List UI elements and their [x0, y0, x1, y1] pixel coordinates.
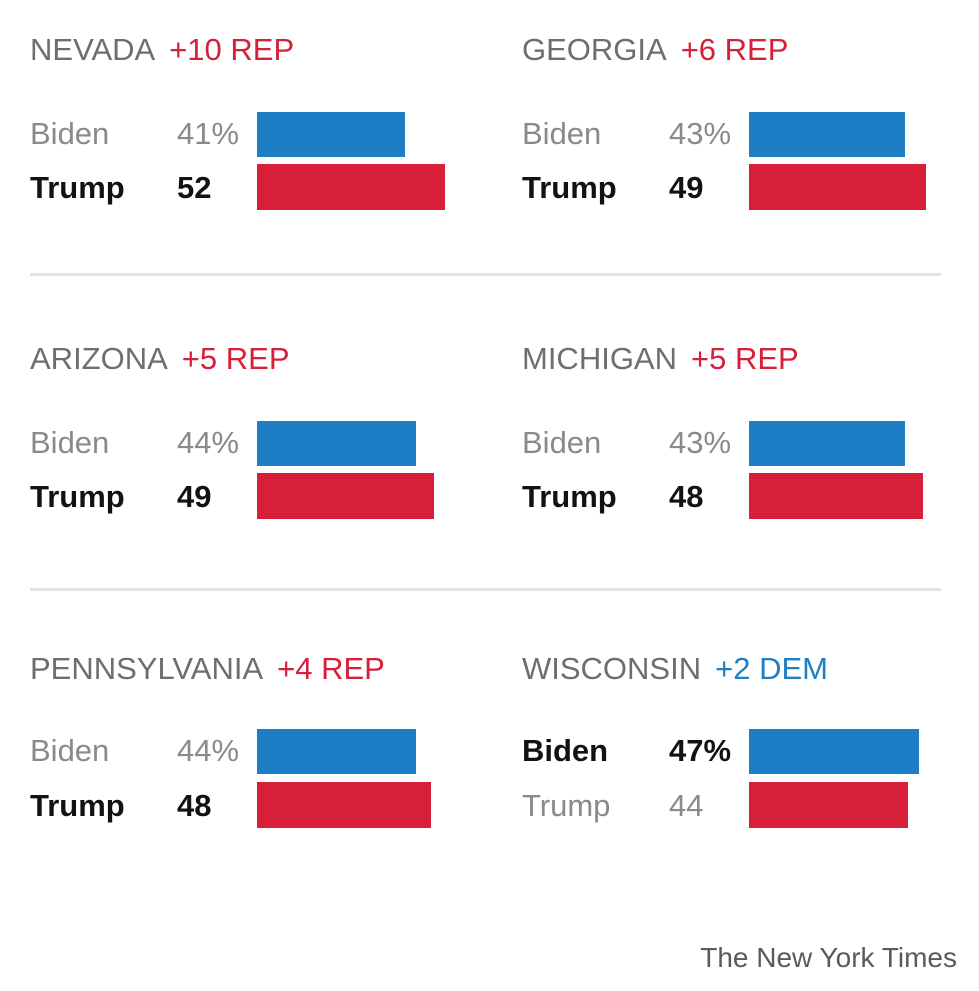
margin-label: +2 DEM [715, 651, 828, 686]
state-name: GEORGIA [522, 32, 667, 67]
candidate-name: Trump [30, 170, 125, 205]
row-biden: Biden 41% [30, 110, 470, 158]
row-trump: Trump 48 [522, 473, 962, 521]
bar-trump [749, 782, 908, 828]
poll-value: 49 [669, 170, 704, 205]
panel-title: ARIZONA +5 REP [30, 339, 290, 379]
margin-label: +5 REP [691, 341, 799, 376]
panel-georgia: GEORGIA +6 REP Biden 43% Trump 49 [522, 30, 962, 230]
poll-value: 48 [177, 788, 212, 823]
panel-title: GEORGIA +6 REP [522, 30, 788, 70]
poll-value: 44% [177, 733, 240, 768]
bar-trump [749, 164, 926, 210]
source-credit: The New York Times [700, 942, 957, 973]
row-trump: Trump 44 [522, 782, 962, 830]
bar-trump [257, 473, 434, 519]
margin-label: +5 REP [181, 341, 290, 376]
panel-arizona: ARIZONA +5 REP Biden 44% Trump 49 [30, 339, 470, 539]
candidate-name: Biden [30, 116, 110, 151]
margin-label: +4 REP [277, 651, 385, 686]
margin-label: +10 REP [169, 32, 295, 67]
row-trump: Trump 48 [30, 782, 470, 830]
poll-value: 41% [177, 116, 240, 151]
bar-biden [749, 112, 905, 157]
poll-value: 43% [669, 116, 732, 151]
bar-biden [749, 729, 919, 774]
panel-michigan: MICHIGAN +5 REP Biden 43% Trump 48 [522, 339, 962, 539]
bar-trump [257, 164, 445, 210]
bar-biden [257, 729, 416, 774]
row-biden: Biden 44% [30, 727, 470, 775]
state-name: PENNSYLVANIA [30, 651, 264, 686]
bar-biden [257, 112, 405, 157]
state-name: MICHIGAN [522, 341, 677, 376]
divider [30, 588, 941, 591]
panel-title: MICHIGAN +5 REP [522, 339, 799, 379]
candidate-name: Trump [522, 788, 611, 823]
poll-value: 43% [669, 425, 732, 460]
candidate-name: Biden [522, 425, 602, 460]
bar-trump [257, 782, 431, 828]
state-name: WISCONSIN [522, 651, 702, 686]
candidate-name: Biden [30, 425, 110, 460]
bar-biden [749, 421, 905, 466]
panel-title: PENNSYLVANIA +4 REP [30, 649, 385, 689]
candidate-name: Trump [30, 788, 125, 823]
row-trump: Trump 49 [30, 473, 470, 521]
panel-title: WISCONSIN +2 DEM [522, 649, 828, 689]
panel-wisconsin: WISCONSIN +2 DEM Biden 47% Trump 44 [522, 649, 962, 849]
row-biden: Biden 43% [522, 110, 962, 158]
divider [30, 273, 941, 276]
row-trump: Trump 49 [522, 164, 962, 212]
candidate-name: Biden [522, 116, 602, 151]
poll-value: 52 [177, 170, 212, 205]
poll-value: 47% [669, 733, 732, 768]
panel-nevada: NEVADA +10 REP Biden 41% Trump 52 [30, 30, 470, 230]
panel-title: NEVADA +10 REP [30, 30, 294, 70]
candidate-name: Trump [30, 479, 125, 514]
state-name: NEVADA [30, 32, 156, 67]
candidate-name: Biden [522, 733, 609, 768]
poll-value: 48 [669, 479, 704, 514]
row-trump: Trump 52 [30, 164, 470, 212]
candidate-name: Biden [30, 733, 110, 768]
candidate-name: Trump [522, 170, 617, 205]
row-biden: Biden 47% [522, 727, 962, 775]
poll-value: 44 [669, 788, 704, 823]
panel-pennsylvania: PENNSYLVANIA +4 REP Biden 44% Trump 48 [30, 649, 470, 849]
row-biden: Biden 43% [522, 419, 962, 467]
bar-biden [257, 421, 416, 466]
bar-trump [749, 473, 923, 519]
candidate-name: Trump [522, 479, 617, 514]
state-name: ARIZONA [30, 341, 168, 376]
poll-value: 49 [177, 479, 212, 514]
margin-label: +6 REP [680, 32, 789, 67]
poll-value: 44% [177, 425, 240, 460]
row-biden: Biden 44% [30, 419, 470, 467]
